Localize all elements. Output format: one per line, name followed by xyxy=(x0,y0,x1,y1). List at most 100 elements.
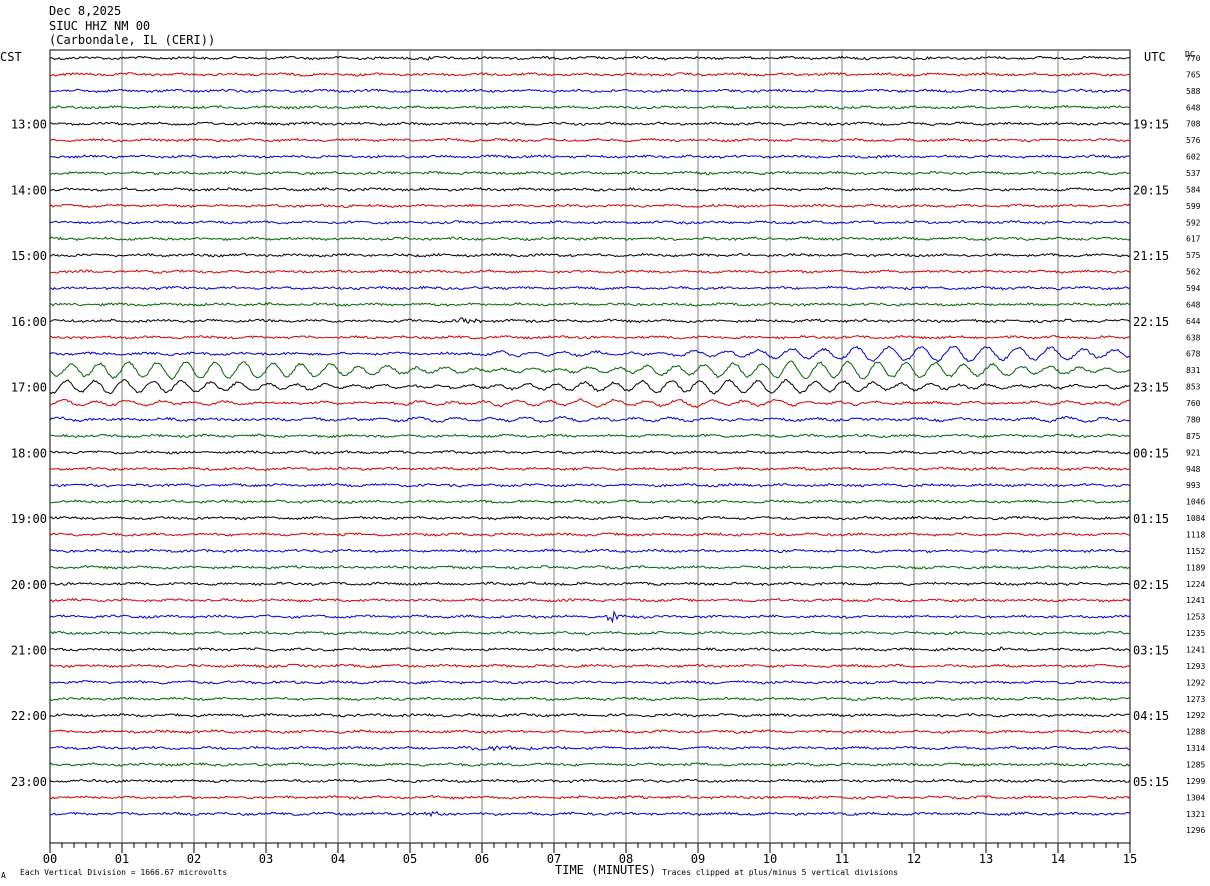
label-group: CST UTC DC TIME (MINUTES) Each Vertical … xyxy=(0,50,1205,880)
dc-offset-label: 1241 xyxy=(1186,645,1205,654)
trace-group xyxy=(49,55,1131,818)
dc-offset-label: 575 xyxy=(1186,251,1201,260)
dc-offset-label: 760 xyxy=(1186,399,1201,408)
x-axis-title: TIME (MINUTES) xyxy=(555,863,656,877)
dc-offset-label: 1241 xyxy=(1186,596,1205,605)
x-tick-label: 04 xyxy=(331,852,345,866)
x-tick-label: 05 xyxy=(403,852,417,866)
dc-offset-label: 770 xyxy=(1186,54,1201,63)
cst-hour-label: 22:00 xyxy=(11,709,47,723)
x-tick-label: 11 xyxy=(835,852,849,866)
x-tick-label: 02 xyxy=(187,852,201,866)
cst-hour-label: 16:00 xyxy=(11,315,47,329)
dc-offset-label: 638 xyxy=(1186,333,1201,342)
dc-offset-label: 765 xyxy=(1186,70,1201,79)
trace-line xyxy=(50,170,1131,176)
dc-offset-label: 1224 xyxy=(1186,580,1205,589)
trace-line xyxy=(49,532,1131,537)
cst-hour-label: 20:00 xyxy=(11,578,47,592)
trace-line xyxy=(49,778,1131,784)
dc-offset-label: 1296 xyxy=(1186,826,1205,835)
dc-offset-label: 1314 xyxy=(1186,744,1205,753)
trace-line xyxy=(49,482,1131,488)
grid-lines xyxy=(49,49,1131,853)
trace-line xyxy=(49,203,1131,209)
x-tick-label: 06 xyxy=(475,852,489,866)
trace-line xyxy=(49,663,1131,669)
utc-hour-label: 03:15 xyxy=(1133,643,1169,657)
trace-line xyxy=(49,360,1131,380)
x-tick-label: 08 xyxy=(619,852,633,866)
dc-offset-label: 921 xyxy=(1186,448,1201,457)
trace-line xyxy=(49,679,1131,685)
location-label: (Carbondale, IL (CERI)) xyxy=(49,33,216,47)
trace-line xyxy=(49,104,1131,110)
trace-line xyxy=(49,548,1131,554)
trace-line xyxy=(49,154,1131,159)
dc-offset-label: 831 xyxy=(1186,366,1201,375)
dc-offset-label: 1292 xyxy=(1186,678,1205,687)
trace-line xyxy=(49,236,1131,242)
x-tick-label: 07 xyxy=(547,852,561,866)
x-tick-label: 15 xyxy=(1123,852,1137,866)
trace-line xyxy=(49,515,1131,521)
trace-line xyxy=(49,745,1130,752)
trace-line xyxy=(49,762,1131,767)
trace-line xyxy=(49,317,1131,324)
dc-offset-label: 599 xyxy=(1186,202,1201,211)
plot-header: Dec 8,2025 SIUC HHZ NM 00 (Carbondale, I… xyxy=(49,4,215,48)
dc-offset-label: 648 xyxy=(1186,300,1201,309)
dc-offset-label: 584 xyxy=(1186,185,1201,194)
trace-line xyxy=(49,219,1131,225)
cst-hour-label: 13:00 xyxy=(11,118,47,132)
trace-line xyxy=(49,729,1131,734)
utc-hour-label: 23:15 xyxy=(1133,381,1169,395)
dc-offset-label: 1299 xyxy=(1186,777,1205,786)
dc-offset-label: 1084 xyxy=(1186,514,1205,523)
trace-line xyxy=(49,581,1131,587)
trace-line xyxy=(49,334,1131,340)
dc-offset-label: 678 xyxy=(1186,350,1201,359)
trace-line xyxy=(49,499,1131,504)
x-tick-label: 12 xyxy=(907,852,921,866)
cst-hour-label: 23:00 xyxy=(11,775,47,789)
x-tick-label: 10 xyxy=(763,852,777,866)
dc-offset-label: 1235 xyxy=(1186,629,1205,638)
dc-offset-label: 562 xyxy=(1186,268,1201,277)
trace-line xyxy=(49,630,1131,636)
cst-hour-label: 14:00 xyxy=(11,183,47,197)
dc-offset-label: 1321 xyxy=(1186,810,1205,819)
trace-line xyxy=(49,564,1131,570)
station-label: SIUC HHZ NM 00 xyxy=(49,18,151,33)
dc-offset-label: 875 xyxy=(1186,432,1201,441)
x-tick-label: 03 xyxy=(259,852,273,866)
cst-hour-label: 19:00 xyxy=(11,512,47,526)
trace-line xyxy=(49,646,1131,652)
dc-offset-label: 948 xyxy=(1186,465,1201,474)
trace-line xyxy=(49,433,1131,439)
trace-line xyxy=(49,137,1131,143)
utc-hour-label: 02:15 xyxy=(1133,578,1169,592)
trace-line xyxy=(49,696,1130,702)
cst-hour-label: 21:00 xyxy=(11,643,47,657)
dc-title: DC xyxy=(1185,50,1195,59)
trace-line xyxy=(49,712,1131,718)
cst-hour-label: 17:00 xyxy=(11,381,47,395)
dc-offset-label: 588 xyxy=(1186,87,1201,96)
right-axis-title: UTC xyxy=(1144,50,1166,64)
dc-offset-label: 537 xyxy=(1186,169,1201,178)
date-label: Dec 8,2025 xyxy=(49,4,122,18)
trace-line xyxy=(49,378,1131,395)
x-tick-label: 13 xyxy=(979,852,993,866)
dc-offset-label: 1118 xyxy=(1186,530,1205,539)
dc-offset-label: 1285 xyxy=(1186,760,1205,769)
trace-line xyxy=(49,597,1131,603)
dc-offset-label: 592 xyxy=(1186,218,1201,227)
trace-line xyxy=(49,810,1131,818)
dc-offset-label: 1293 xyxy=(1186,662,1205,671)
dc-offset-label: 1273 xyxy=(1186,695,1205,704)
plot-frame xyxy=(49,49,1131,844)
left-axis-title: CST xyxy=(0,50,22,64)
trace-line xyxy=(49,187,1131,192)
trace-line xyxy=(49,466,1131,472)
